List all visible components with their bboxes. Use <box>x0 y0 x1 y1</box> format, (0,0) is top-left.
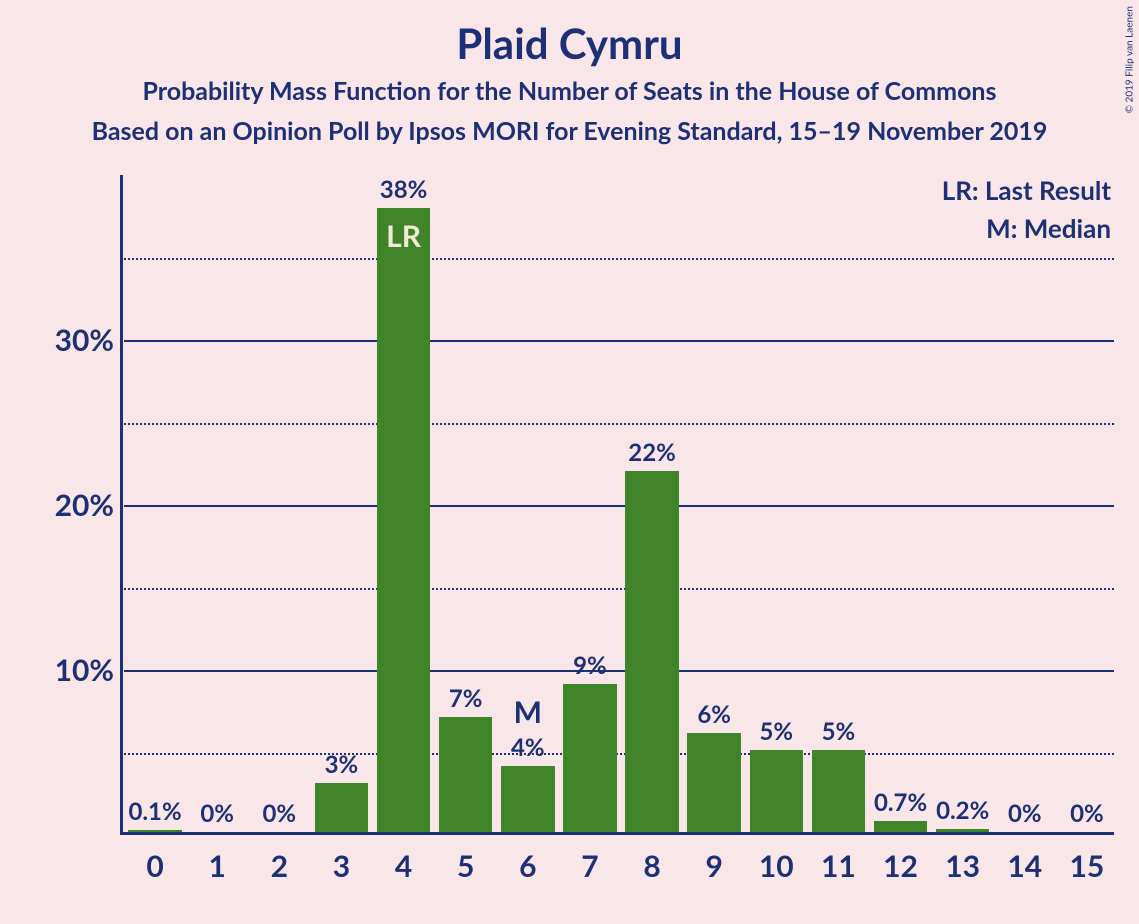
bar <box>750 750 803 832</box>
y-tick-label: 20% <box>55 487 114 523</box>
x-tick-label: 2 <box>248 848 310 884</box>
x-tick-label: 3 <box>310 848 372 884</box>
bar <box>439 717 492 832</box>
chart-subtitle-1: Probability Mass Function for the Number… <box>0 76 1139 106</box>
bar-value-label: 7% <box>439 684 492 713</box>
bar-group: 9% <box>563 175 616 832</box>
x-tick-label: 15 <box>1056 848 1118 884</box>
bar-value-label: 5% <box>750 717 803 746</box>
bar-group: 0% <box>190 175 243 832</box>
x-tick-label: 14 <box>994 848 1056 884</box>
bar-value-label: 0% <box>190 799 243 828</box>
bar <box>874 821 927 832</box>
bar-group: 5% <box>750 175 803 832</box>
bar-value-label: 0.2% <box>936 796 989 825</box>
bar-group: 5% <box>812 175 865 832</box>
x-tick-label: 4 <box>373 848 435 884</box>
bar <box>128 830 181 832</box>
x-tick-label: 9 <box>683 848 745 884</box>
bar-value-label: 6% <box>687 700 740 729</box>
x-tick-label: 0 <box>124 848 186 884</box>
bar-group: 0.1% <box>128 175 181 832</box>
y-tick-label: 30% <box>55 322 114 358</box>
bar-group: 6% <box>687 175 740 832</box>
x-tick-label: 12 <box>870 848 932 884</box>
bar-value-label: 38% <box>377 175 430 204</box>
bar-value-label: 0.7% <box>874 788 927 817</box>
bar <box>625 471 678 832</box>
y-tick-label: 10% <box>55 652 114 688</box>
bar-group: 38% LR <box>377 175 430 832</box>
bar-group: 22% <box>625 175 678 832</box>
bar-value-label: 3% <box>315 750 368 779</box>
chart-subtitle-2: Based on an Opinion Poll by Ipsos MORI f… <box>0 116 1139 146</box>
bar-value-label: 0% <box>998 799 1051 828</box>
bar-value-label: 22% <box>625 438 678 467</box>
median-marker: M <box>501 694 554 730</box>
chart-title: Plaid Cymru <box>0 18 1139 68</box>
bar-group: 3% <box>315 175 368 832</box>
bar-group: M 4% <box>501 175 554 832</box>
x-tick-label: 11 <box>807 848 869 884</box>
bar-value-label: 4% <box>501 733 554 762</box>
bar-group: 0.2% <box>936 175 989 832</box>
x-tick-label: 7 <box>559 848 621 884</box>
x-tick-label: 10 <box>745 848 807 884</box>
bar <box>377 208 430 832</box>
bar-group: 0% <box>998 175 1051 832</box>
bar-value-label: 0% <box>1060 799 1113 828</box>
bar <box>812 750 865 832</box>
x-tick-label: 13 <box>932 848 994 884</box>
bar-group: 0% <box>1060 175 1113 832</box>
bar <box>687 733 740 832</box>
x-tick-label: 8 <box>621 848 683 884</box>
bar <box>315 783 368 832</box>
last-result-marker: LR <box>377 218 430 254</box>
bar-value-label: 0.1% <box>128 797 181 826</box>
bar <box>936 829 989 832</box>
x-tick-label: 6 <box>497 848 559 884</box>
bar-value-label: 0% <box>253 799 306 828</box>
bar-value-label: 9% <box>563 651 616 680</box>
bar-group: 7% <box>439 175 492 832</box>
bar-value-label: 5% <box>812 717 865 746</box>
x-tick-label: 5 <box>435 848 497 884</box>
copyright-text: © 2019 Filip van Laenen <box>1123 6 1135 113</box>
bar-group: 0.7% <box>874 175 927 832</box>
bar <box>563 684 616 832</box>
x-tick-label: 1 <box>186 848 248 884</box>
chart-plot: 0.1% 0% 0% 3% 38% LR 7% M 4% 9% 22% 6% 5% 5% 0.7% 0.2% 0… <box>120 175 1114 835</box>
chart-area: 0.1% 0% 0% 3% 38% LR 7% M 4% 9% 22% 6% 5% 5% 0.7% 0.2% 0… <box>120 175 1114 835</box>
bar-group: 0% <box>253 175 306 832</box>
titles-block: Plaid Cymru Probability Mass Function fo… <box>0 0 1139 146</box>
bar <box>501 766 554 832</box>
